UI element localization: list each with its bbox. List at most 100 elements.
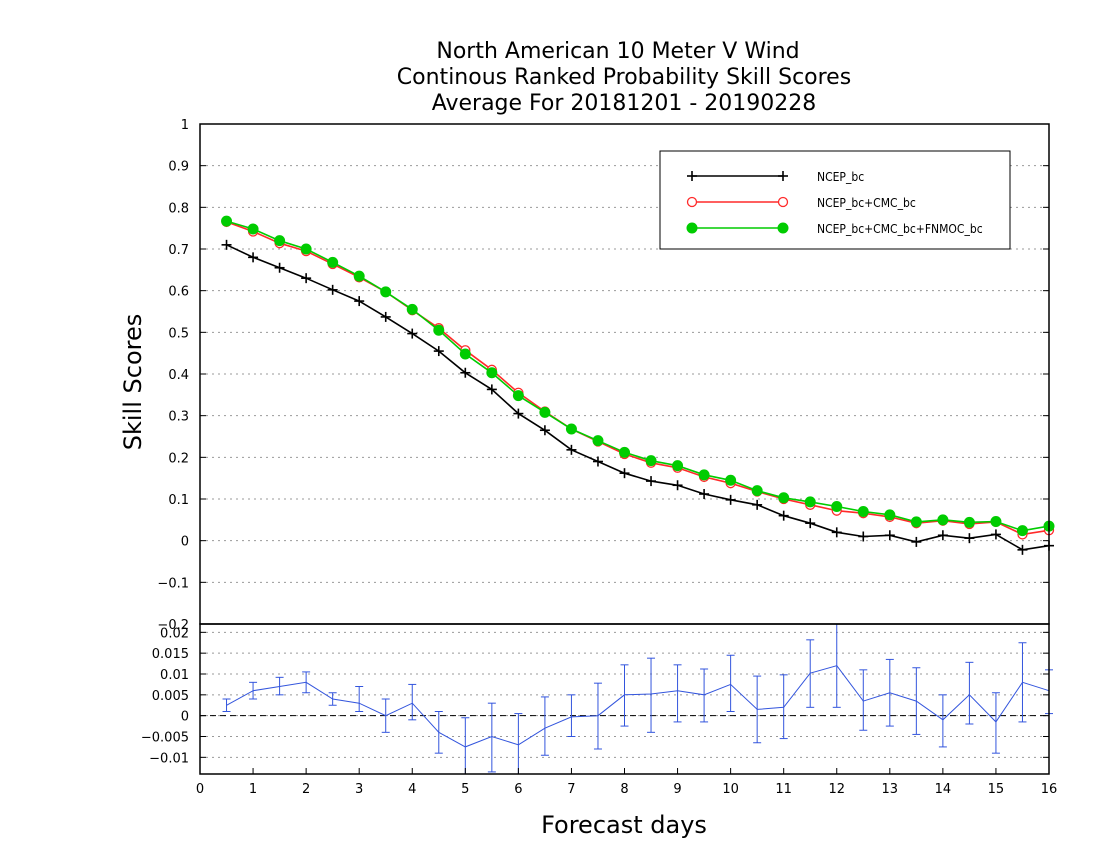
error-bar-30 (1018, 642, 1027, 723)
error-bar-23 (832, 623, 841, 708)
series-0-point-24 (858, 531, 869, 542)
x-tick-label-3: 3 (355, 782, 363, 797)
error-bar-2 (275, 676, 284, 696)
error-bar-27 (938, 694, 947, 748)
series-0-point-10 (486, 384, 497, 395)
series-2-point-9 (459, 348, 471, 360)
x-tick-label-4: 4 (408, 782, 416, 797)
series-line-2 (226, 220, 1050, 532)
legend-label-2: NCEP_bc+CMC_bc+FNMOC_bc (817, 222, 983, 236)
error-bar-17 (673, 664, 682, 723)
main-series (221, 215, 1055, 555)
error-bar-21 (779, 674, 788, 740)
y-tick-label-main-10: 0.8 (168, 201, 189, 216)
error-bar-8 (434, 711, 443, 754)
series-2-point-12 (539, 406, 551, 418)
error-bar-18 (700, 668, 709, 723)
sub-y-ticks: −0.01 −0.005 0 0.005 0.01 0.015 0.02 (141, 626, 1049, 766)
series-0-point-26 (911, 536, 922, 547)
series-0-point-9 (460, 367, 471, 378)
x-tick-label-14: 14 (935, 782, 952, 797)
series-line-1 (226, 221, 1050, 536)
error-bar-4 (328, 692, 337, 706)
series-2-point-10 (486, 367, 498, 379)
title-line-1: North American 10 Meter V Wind (436, 39, 799, 64)
error-bar-16 (647, 657, 656, 733)
series-0-point-4 (327, 284, 338, 295)
x-tick-label-6: 6 (514, 782, 522, 797)
series-2-point-6 (380, 286, 392, 298)
y-tick-label-main-0: −0.2 (157, 618, 189, 633)
series-2-point-15 (619, 446, 630, 458)
y-tick-label-main-4: 0.2 (168, 451, 189, 466)
error-bar-29 (991, 692, 1000, 754)
series-0-point-12 (539, 425, 550, 436)
title-line-3: Average For 20181201 - 20190228 (432, 91, 817, 116)
legend-marker-start-2 (686, 222, 698, 234)
y-tick-label-main-9: 0.7 (168, 243, 189, 258)
series-2-point-28 (963, 516, 975, 528)
series-2-point-26 (910, 516, 922, 528)
series-0-point-14 (592, 456, 603, 467)
y-tick-label-sub-5: 0.015 (152, 647, 189, 662)
y-tick-label-main-2: 0 (181, 535, 189, 550)
series-2-point-29 (990, 516, 1002, 527)
y-tick-label-main-12: 1 (181, 118, 189, 133)
x-tick-label-0: 0 (196, 782, 204, 797)
legend-box (659, 150, 1011, 250)
series-0-point-19 (725, 494, 736, 505)
x-tick-label-12: 12 (828, 782, 845, 797)
error-bar-19 (726, 654, 735, 712)
y-tick-label-main-5: 0.3 (168, 410, 189, 425)
series-2-point-18 (698, 469, 710, 481)
error-bar-20 (753, 675, 762, 744)
series-0-point-23 (831, 527, 842, 538)
series-0-point-22 (805, 518, 816, 529)
legend-marker-start-1 (686, 196, 698, 208)
legend-marker-end-1 (777, 196, 789, 208)
error-bar-25 (885, 658, 894, 727)
error-bar-26 (912, 667, 921, 735)
series-2-point-16 (645, 455, 657, 467)
series-2-point-30 (1016, 525, 1028, 537)
title-line-2: Continous Ranked Probability Skill Score… (397, 65, 851, 90)
series-0-point-17 (672, 480, 683, 491)
series-2-point-22 (804, 496, 816, 508)
series-2-point-19 (725, 474, 737, 486)
series-2-point-11 (512, 390, 524, 402)
y-tick-label-main-11: 0.9 (168, 160, 189, 175)
x-tick-label-5: 5 (461, 782, 469, 797)
legend-marker-end-2 (777, 222, 789, 234)
error-bar-12 (540, 696, 549, 756)
main-y-ticks: −0.2 −0.1 0 0.1 0.2 0.3 0.4 0.5 0.6 0.7 0.8 0.9 1 (157, 118, 1049, 633)
legend-marker-end-0 (778, 171, 788, 181)
error-bar-6 (381, 698, 390, 733)
x-tick-label-1: 1 (249, 782, 257, 797)
error-bar-0 (222, 698, 231, 712)
x-axis-ticks: 0 1 2 3 4 5 6 7 8 9 10 11 12 13 14 15 16 (196, 768, 1057, 797)
error-bar-24 (859, 669, 868, 731)
x-tick-label-9: 9 (673, 782, 681, 797)
series-0-point-25 (884, 530, 895, 541)
y-tick-label-sub-4: 0.01 (160, 668, 189, 683)
x-tick-label-10: 10 (722, 782, 739, 797)
series-0-point-15 (619, 468, 630, 479)
error-bar-11 (514, 713, 523, 774)
series-2-point-24 (857, 506, 869, 517)
y-tick-label-sub-2: 0 (181, 710, 189, 725)
series-0-point-16 (646, 476, 657, 487)
y-tick-label-sub-0: −0.01 (149, 751, 189, 766)
legend: NCEP_bc NCEP_bc+CMC_bc NCEP_bc+CMC_bc+FNMO… (659, 150, 1011, 250)
series-0-point-21 (778, 510, 789, 521)
difference-line (226, 665, 1050, 748)
chart-title: North American 10 Meter V Wind Continous… (397, 39, 851, 116)
error-bar-14 (593, 682, 602, 750)
error-bar-28 (965, 661, 974, 725)
series-2-point-17 (672, 460, 684, 472)
y-tick-label-main-8: 0.6 (168, 285, 189, 300)
error-bar-5 (355, 686, 364, 712)
series-0-point-18 (699, 489, 710, 499)
series-2-point-1 (247, 223, 259, 235)
series-2-point-4 (327, 256, 339, 268)
